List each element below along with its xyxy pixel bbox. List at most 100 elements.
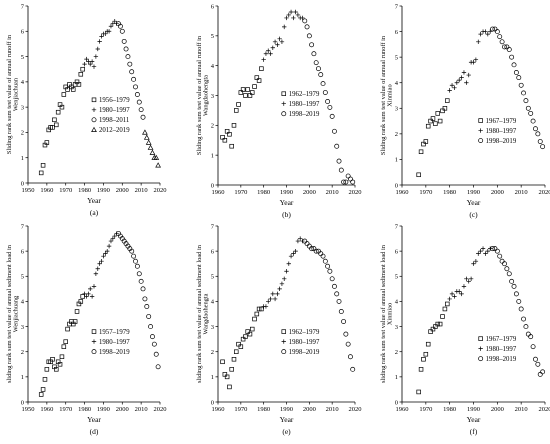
data-point — [495, 29, 499, 33]
series-1 — [417, 99, 449, 177]
legend-marker — [92, 330, 96, 334]
data-point — [132, 254, 136, 258]
data-point — [419, 367, 423, 371]
legend-marker — [479, 119, 483, 123]
x-tick-label: 1960 — [396, 189, 409, 196]
data-point — [431, 117, 435, 121]
data-point — [483, 251, 487, 255]
data-point — [536, 362, 540, 366]
data-point — [223, 372, 227, 376]
y-tick-label: 0 — [395, 399, 398, 406]
data-point — [441, 315, 445, 319]
data-point — [450, 83, 454, 87]
x-tick-label: 2010 — [326, 406, 339, 413]
series-1 — [417, 302, 449, 394]
data-point — [469, 277, 473, 281]
axes-e — [218, 226, 355, 402]
data-point — [284, 16, 288, 20]
data-point — [39, 393, 43, 397]
legend-entry: 1956–1979 — [99, 97, 130, 104]
data-point — [478, 32, 482, 36]
data-point — [452, 86, 456, 90]
data-point — [510, 279, 514, 283]
series-2 — [447, 29, 492, 92]
data-point — [81, 67, 85, 71]
y-tick-label: 1 — [21, 374, 24, 381]
data-point — [447, 297, 451, 301]
data-point — [455, 81, 459, 85]
x-tick-label: 2000 — [491, 189, 504, 196]
data-point — [467, 279, 471, 283]
data-point — [132, 77, 136, 81]
axes-b — [218, 6, 355, 185]
x-tick-label: 2020 — [349, 406, 362, 413]
data-point — [39, 171, 43, 175]
y-tick-label: 4 — [395, 80, 399, 87]
y-tick-label: 0 — [211, 399, 214, 406]
x-tick-label: 1950 — [22, 406, 35, 413]
x-axis-label: Year — [87, 415, 101, 424]
data-point — [253, 85, 257, 89]
series-2 — [261, 10, 304, 62]
axes-c — [402, 6, 545, 185]
y-tick-label: 7 — [211, 223, 215, 230]
data-point — [228, 385, 232, 389]
y-tick-label: 4 — [21, 79, 25, 86]
data-point — [122, 39, 126, 43]
data-point — [495, 249, 499, 253]
legend-entry: 1980–1997 — [289, 339, 320, 346]
data-point — [307, 34, 311, 38]
data-point — [133, 85, 137, 89]
y-tick-label: 6 — [395, 29, 399, 36]
data-point — [291, 16, 295, 20]
data-point — [526, 106, 530, 110]
data-point — [332, 284, 336, 288]
data-point — [298, 236, 302, 240]
x-tick-label: 2010 — [326, 189, 339, 196]
data-point — [248, 332, 252, 336]
data-point — [337, 159, 341, 163]
x-tick-label: 1970 — [419, 406, 432, 413]
data-point — [457, 289, 461, 293]
data-point — [280, 282, 284, 286]
data-point — [271, 292, 275, 296]
data-point — [225, 375, 229, 379]
legend-entry: 1962–1979 — [289, 91, 320, 98]
data-point — [64, 340, 68, 344]
legend-entry: 1980–1997 — [486, 128, 517, 135]
data-point — [436, 322, 440, 326]
data-point — [244, 335, 248, 339]
y-tick-label: 6 — [211, 3, 215, 10]
data-point — [332, 129, 336, 133]
panel-letter: (e) — [282, 427, 291, 436]
y-tick-label: 0 — [21, 180, 24, 187]
data-point — [145, 304, 149, 308]
data-point — [351, 180, 355, 184]
data-point — [433, 325, 437, 329]
data-point — [88, 287, 92, 291]
data-point — [250, 327, 254, 331]
x-tick-label: 2000 — [303, 189, 316, 196]
data-point — [141, 287, 145, 291]
y-tick-label: 2 — [211, 123, 214, 130]
data-point — [156, 365, 160, 369]
legend-entry: 1980–1997 — [99, 339, 130, 346]
data-point — [533, 357, 537, 361]
x-tick-label: 2010 — [515, 406, 528, 413]
data-point — [335, 144, 339, 148]
axes-d — [28, 226, 160, 402]
data-point — [53, 118, 57, 122]
data-point — [79, 72, 83, 76]
data-point — [326, 99, 330, 103]
data-point — [133, 259, 137, 263]
data-point — [143, 130, 148, 134]
data-point — [533, 127, 537, 131]
x-tick-label: 2020 — [154, 187, 167, 194]
data-point — [237, 342, 241, 346]
y-tick-label: 4 — [211, 63, 215, 70]
y-tick-label: 5 — [395, 54, 398, 61]
data-point — [538, 139, 542, 143]
data-point — [66, 327, 70, 331]
legend-entry: 1998–2019 — [486, 356, 517, 363]
